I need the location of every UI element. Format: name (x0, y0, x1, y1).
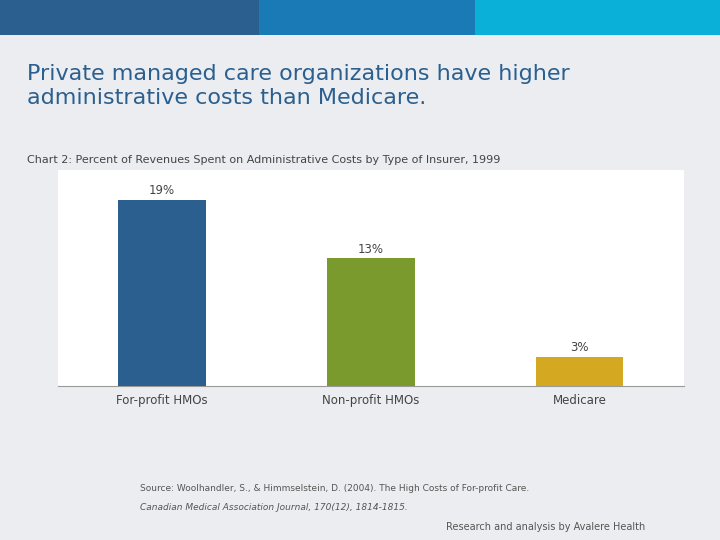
Text: 19%: 19% (149, 184, 175, 197)
Text: 13%: 13% (358, 243, 384, 256)
Text: Chart 2: Percent of Revenues Spent on Administrative Costs by Type of Insurer, 1: Chart 2: Percent of Revenues Spent on Ad… (27, 156, 500, 165)
Bar (118, 200, 206, 386)
Bar (327, 259, 415, 386)
Bar (259, 0, 475, 35)
Text: Canadian Medical Association Journal, 170(12), 1814-1815.: Canadian Medical Association Journal, 17… (140, 503, 408, 512)
Text: Source: Woolhandler, S., & Himmselstein, D. (2004). The High Costs of For-profit: Source: Woolhandler, S., & Himmselstein,… (140, 484, 530, 493)
Text: 3%: 3% (570, 341, 589, 354)
Bar (0, 0, 259, 35)
Bar (536, 356, 624, 386)
Text: Private managed care organizations have higher
administrative costs than Medicar: Private managed care organizations have … (27, 64, 570, 108)
Bar (475, 0, 720, 35)
Text: Research and analysis by Avalere Health: Research and analysis by Avalere Health (446, 522, 646, 532)
